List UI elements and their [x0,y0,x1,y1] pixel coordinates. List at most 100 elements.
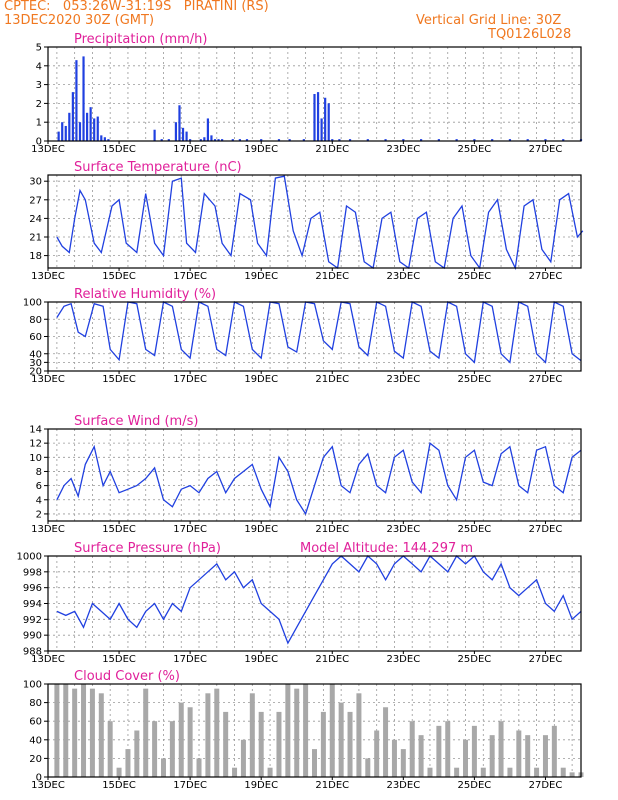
y-tick-label: 80 [29,698,42,709]
precip-bar [327,103,330,141]
x-tick-label: 19DEC [244,780,278,791]
y-tick-label: 18 [29,251,42,262]
x-tick-label: 25DEC [458,780,492,791]
precip-bar [85,112,89,141]
precip-bar [213,139,217,141]
x-tick-label: 15DEC [102,524,136,535]
x-tick-label: 23DEC [386,524,420,535]
precip-bar [544,139,547,141]
wind-title: Surface Wind (m/s) [74,414,198,429]
cloud-bar [72,688,78,777]
precip-bar [64,125,67,141]
precip-bar [174,122,178,141]
precip-bar [206,118,209,141]
precip-bar [93,118,96,141]
y-tick-label: 1000 [17,552,42,563]
cloud-bar [534,767,540,777]
y-tick-label: 100 [23,298,42,309]
y-tick-label: 40 [29,735,42,746]
cloud-bar [187,707,193,777]
y-tick-label: 988 [23,647,42,658]
precip-bar [473,139,476,141]
x-tick-label: 27DEC [529,654,563,665]
cloud-bar [400,749,406,777]
x-tick-label: 23DEC [386,654,420,665]
y-tick-label: 994 [23,599,42,610]
x-tick-label: 21DEC [315,780,349,791]
x-tick-label: 23DEC [386,374,420,385]
y-tick-label: 14 [29,425,42,436]
cloud-bar [418,735,424,777]
cloud-bar [391,739,397,777]
y-tick-label: 60 [29,717,42,728]
precip-bar [217,139,220,141]
cloud-bar [223,711,229,777]
precip-bar [185,131,188,141]
y-tick-label: 12 [29,439,42,450]
precip-bar [210,135,213,141]
cloud-bar [116,767,122,777]
cloud-bar [427,767,433,777]
cloud-bar [489,735,495,777]
cloud-bar [471,725,477,777]
cloud-bar [152,721,158,777]
y-tick-label: 3 [36,80,42,91]
y-tick-label: 2 [36,99,42,110]
precipitation-title: Precipitation (mm/h) [74,32,207,47]
precip-bar [320,118,323,141]
x-tick-label: 17DEC [173,654,207,665]
y-tick-label: 27 [29,195,42,206]
cloud-bar [338,702,344,777]
pressure-line [56,554,582,645]
precip-bar [68,112,71,141]
x-tick-label: 27DEC [529,144,563,155]
x-tick-label: 25DEC [458,654,492,665]
cloud-bar [445,721,451,777]
x-tick-label: 21DEC [315,524,349,535]
precip-bar [189,139,192,141]
x-tick-label: 21DEC [315,144,349,155]
cloud-cover-panel: 0 20 40 60 80 100 13DEC 15DEC 17DEC 19DEC 21DEC 23D… [23,669,584,791]
y-tick-label: 992 [23,615,42,626]
precip-bar [71,92,74,141]
x-tick-label: 21DEC [315,374,349,385]
x-tick-label: 19DEC [244,524,278,535]
header-grid-line: Vertical Grid Line: 30Z [416,13,562,28]
cloud-cover-frame [47,683,582,778]
temperature-frame [47,174,582,269]
x-tick-label: 13DEC [31,271,65,282]
cloud-bar [276,711,282,777]
precip-bar [57,131,60,141]
x-tick-label: 25DEC [458,374,492,385]
cloud-bar [374,730,380,777]
cloud-bar [542,735,548,777]
x-tick-label: 23DEC [386,780,420,791]
cloud-bar [214,688,220,777]
precip-bar [331,139,334,141]
x-tick-label: 13DEC [31,654,65,665]
precip-bar [199,139,202,141]
y-tick-label: 0 [36,137,42,148]
cloud-bar [240,739,246,777]
precipitation-panel: 0 1 2 3 4 5 13DEC 15DEC 17DEC 19DEC 21DEC 23DEC 25DE… [31,32,583,155]
y-tick-label: 5 [36,43,42,54]
precipitation-frame [47,46,582,142]
precip-bar [96,116,99,141]
cloud-bar [312,749,317,777]
cloud-bar [81,684,87,777]
y-tick-label: 990 [23,631,42,642]
x-tick-label: 13DEC [31,144,65,155]
y-tick-label: 30 [29,177,42,188]
y-tick-label: 20 [29,367,42,378]
x-tick-label: 17DEC [173,271,207,282]
cloud-bar [365,758,371,777]
cloud-bar [569,772,575,777]
cloud-bar [320,711,326,777]
humidity-line [56,301,582,364]
cloud-bar [160,758,166,777]
cloud-bar [267,767,273,777]
precip-bar [160,139,163,141]
y-tick-label: 80 [29,315,42,326]
cloud-bar [143,688,149,777]
